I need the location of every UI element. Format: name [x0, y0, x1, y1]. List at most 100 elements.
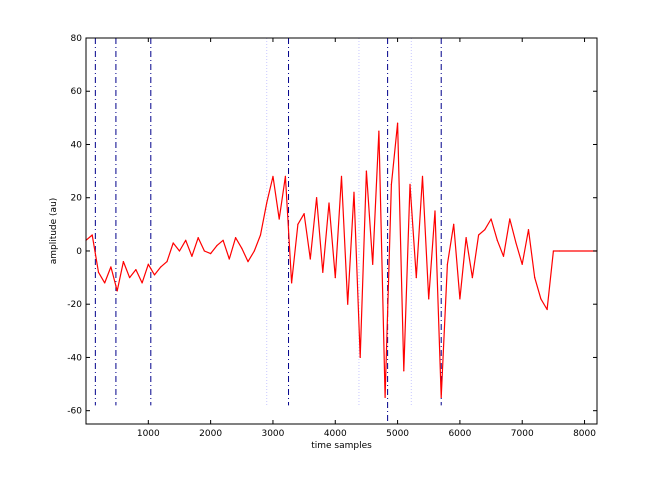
signal-series-line [85, 122, 597, 398]
signal-point [129, 276, 131, 279]
signal-point [552, 250, 554, 252]
signal-point [241, 247, 243, 249]
x-tick-label: 5000 [386, 429, 409, 439]
x-tick-label: 8000 [573, 429, 596, 439]
signal-point [390, 183, 392, 186]
signal-point [247, 261, 249, 263]
signal-point [540, 298, 542, 300]
signal-point [484, 229, 486, 231]
signal-point [502, 255, 505, 257]
signal-point [471, 276, 473, 279]
signal-point [453, 223, 455, 225]
signal-point [222, 239, 224, 241]
signal-point [297, 223, 299, 225]
signal-point [122, 261, 124, 263]
signal-point [372, 263, 374, 265]
signal-point [340, 175, 343, 178]
signal-point [496, 239, 498, 241]
plot-layer [85, 38, 598, 424]
signal-point [141, 282, 143, 284]
x-tick-label: 4000 [324, 429, 347, 439]
signal-point [559, 250, 561, 252]
signal-point [434, 210, 436, 212]
signal-point [203, 250, 206, 252]
signal-point [303, 213, 305, 215]
signal-point [97, 271, 100, 273]
signal-point [216, 245, 218, 247]
signal-point [104, 282, 106, 284]
signal-point [446, 263, 449, 265]
signal-point [459, 298, 461, 300]
signal-point [172, 242, 174, 244]
signal-point [384, 396, 386, 398]
signal-point [515, 242, 517, 244]
y-tick-label: -20 [67, 300, 82, 310]
x-tick-label: 7000 [511, 429, 534, 439]
signal-point [465, 237, 467, 239]
signal-point [490, 218, 492, 220]
y-axis-label: amplitude (au) [49, 198, 59, 265]
x-tick-label: 2000 [199, 429, 222, 439]
signal-point [160, 266, 162, 268]
y-tick-label: -40 [67, 353, 82, 363]
signal-point [322, 271, 324, 273]
y-tick-label: 40 [71, 140, 83, 150]
signal-point [191, 255, 193, 257]
signal-point [178, 250, 181, 252]
signal-point [266, 202, 268, 204]
signal-point [421, 175, 424, 178]
signal-point [197, 237, 199, 239]
signal-point [210, 253, 212, 255]
signal-point [135, 269, 137, 271]
signal-point [147, 263, 149, 265]
signal-point [110, 266, 112, 268]
signal-point [116, 290, 118, 292]
y-tick-label: 80 [71, 34, 83, 44]
signal-point [353, 191, 355, 193]
signal-point [253, 250, 255, 252]
signal-point [509, 218, 511, 220]
signal-point [228, 258, 230, 260]
x-tick-label: 6000 [448, 429, 471, 439]
signal-point [291, 282, 293, 284]
signal-point [272, 175, 274, 178]
signal-point [534, 276, 536, 279]
signal-point [315, 197, 318, 199]
signal-point [328, 202, 330, 204]
signal-point [521, 263, 523, 265]
axes-layer: 1000 2000 3000 4000 5000 6000 7000 8000 -60 -40 -2… [67, 34, 598, 439]
signal-point [396, 122, 399, 124]
signal-point [153, 274, 156, 276]
plot-frame [85, 37, 598, 425]
y-tick-label: 60 [71, 87, 83, 97]
signal-point [415, 276, 417, 279]
signal-point [428, 298, 430, 300]
signal-point [91, 234, 93, 236]
signal-point [278, 218, 280, 220]
signal-point [284, 175, 287, 178]
y-tick-label: 0 [76, 247, 82, 257]
signal-point [234, 237, 237, 239]
signal-point [477, 234, 480, 236]
signal-point [409, 183, 411, 186]
signal-point [527, 229, 530, 231]
signal-point [259, 234, 262, 236]
signal-point [185, 239, 187, 241]
signal-point [347, 303, 349, 305]
signal-point [359, 356, 361, 359]
x-tick-label: 3000 [261, 429, 284, 439]
signal-point [334, 276, 336, 279]
signal-point [546, 308, 548, 311]
x-axis-label: time samples [311, 441, 372, 451]
signal-point [403, 370, 405, 372]
signal-point [440, 396, 442, 398]
signal-point [378, 130, 380, 132]
signal-point [166, 261, 168, 263]
y-tick-label: -60 [67, 407, 82, 417]
signal-point [365, 170, 368, 172]
signal-point [309, 258, 311, 260]
x-tick-label: 1000 [137, 429, 160, 439]
y-tick-label: 20 [71, 194, 83, 204]
